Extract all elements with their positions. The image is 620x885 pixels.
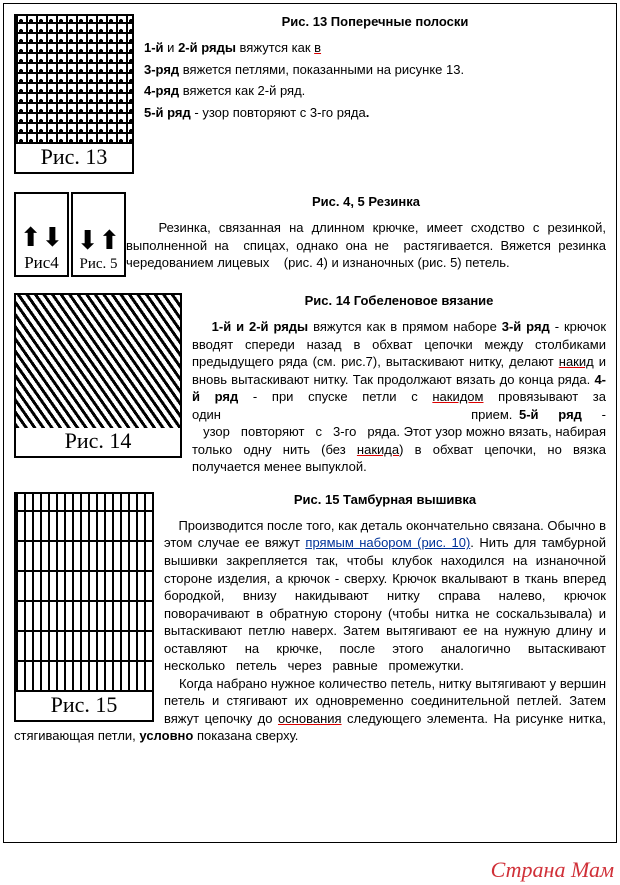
figure-4-5: ⬆⬇ Рис4 ⬇⬆ Рис. 5 (14, 192, 126, 277)
figure-13-pattern (16, 16, 132, 144)
watermark: Страна Мам (491, 857, 614, 883)
figure-15: Рис. 15 (14, 492, 154, 722)
figure-15-caption: Рис. 15 (16, 692, 152, 720)
figure-13: Рис. 13 (14, 14, 134, 174)
section-15: Рис. 15 Рис. 15 Тамбурная вышивка Произв… (14, 490, 606, 745)
figure-5: ⬇⬆ Рис. 5 (71, 192, 126, 277)
figure-5-caption: Рис. 5 (79, 256, 117, 273)
document-page: Рис. 13 Рис. 13 Поперечные полоски 1-й и… (3, 3, 617, 843)
figure-4-caption: Рис4 (24, 253, 59, 273)
figure-14: Рис. 14 (14, 293, 182, 458)
figure-14-pattern (16, 295, 180, 428)
section-4-5: ⬆⬇ Рис4 ⬇⬆ Рис. 5 Рис. 4, 5 Резинка Рези… (14, 192, 606, 277)
figure-13-caption: Рис. 13 (16, 144, 132, 172)
figure-5-pattern: ⬇⬆ (77, 225, 121, 256)
figure-4-pattern: ⬆⬇ (20, 222, 64, 253)
section-14: Рис. 14 Рис. 14 Гобеленовое вязание 1-й … (14, 291, 606, 476)
figure-4: ⬆⬇ Рис4 (14, 192, 69, 277)
figure-14-caption: Рис. 14 (16, 428, 180, 456)
figure-15-pattern (16, 494, 152, 692)
section-13: Рис. 13 Рис. 13 Поперечные полоски 1-й и… (14, 12, 606, 178)
